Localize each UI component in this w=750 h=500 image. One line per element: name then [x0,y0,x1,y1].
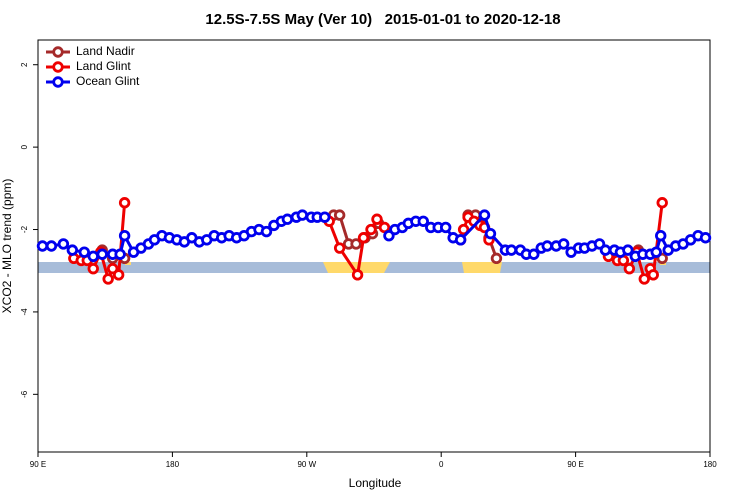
point [333,242,346,254]
point [87,250,99,262]
point [655,229,667,242]
surface-band [38,262,710,273]
x-tick-label: 90 W [297,460,316,469]
point [622,244,634,256]
legend-marker [52,46,64,58]
land-band [125,262,131,265]
point [350,238,362,250]
legend-label: Land Nadir [76,44,135,58]
point [357,232,370,244]
point [505,244,518,256]
legend-label: Ocean Glint [76,74,140,88]
point [66,244,79,256]
point [87,262,99,275]
point [118,197,131,209]
x-tick-label: 180 [703,460,717,469]
land-band [323,262,390,273]
point [457,223,470,236]
point [102,273,114,285]
point [484,227,497,240]
y-tick-label: -4 [20,308,29,316]
point [650,246,662,258]
point [699,232,712,244]
point [57,238,70,250]
x-tick-label: 90 E [567,460,583,469]
point [281,213,294,225]
point [351,269,364,281]
point [36,240,49,252]
x-tick-label: 90 E [30,460,46,469]
point [333,209,346,221]
legend-label: Land Glint [76,59,131,73]
y-tick-label: 2 [20,62,29,67]
point [599,244,612,256]
point [96,248,108,260]
point [319,211,331,223]
point [647,269,659,281]
point [454,234,467,246]
point [478,209,491,221]
point [623,262,636,275]
legend-marker [52,76,64,88]
point [371,213,383,225]
point [378,221,391,234]
point [296,209,309,221]
y-axis-label: XCO2 - MLO trend (ppm) [0,179,14,314]
point [114,248,126,260]
point [528,248,540,260]
point [490,252,503,265]
x-axis-label: Longitude [349,476,402,490]
chart-title: 12.5S-7.5S May (Ver 10) 2015-01-01 to 20… [205,11,560,28]
point [260,225,273,238]
y-tick-label: 0 [20,144,29,149]
x-tick-label: 180 [166,460,180,469]
point [365,223,377,236]
legend-marker [52,61,64,73]
point [557,238,570,250]
point [45,240,58,252]
y-tick-label: -6 [20,390,29,398]
land-band [462,262,502,273]
point [541,240,553,252]
x-tick-label: 0 [439,460,444,469]
y-tick-label: -2 [20,225,29,233]
point [118,229,131,242]
point [78,246,90,258]
point [656,197,668,209]
point [417,215,429,227]
point [638,273,650,285]
point [112,269,125,281]
point [439,221,452,234]
